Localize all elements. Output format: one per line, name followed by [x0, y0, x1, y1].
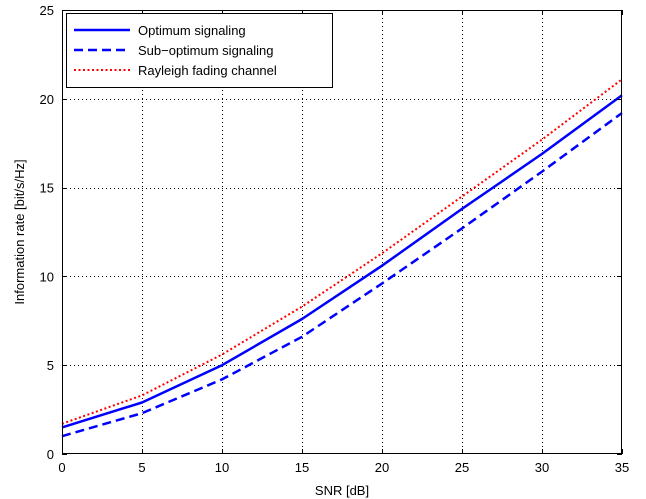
x-tick-label: 15 [295, 460, 309, 475]
series-group [61, 78, 623, 438]
x-tick-label: 20 [375, 460, 389, 475]
x-tick-label: 25 [455, 460, 469, 475]
x-tick-labels: 0 5 10 15 20 25 30 35 [58, 460, 629, 475]
series-line-optimum [61, 94, 623, 429]
grid-lines [62, 10, 622, 454]
x-tick-label: 30 [535, 460, 549, 475]
legend-label-sub-optimum: Sub−optimum signaling [138, 43, 274, 58]
x-tick-label: 10 [215, 460, 229, 475]
x-tick-label: 5 [138, 460, 145, 475]
y-tick-label: 5 [47, 358, 54, 373]
y-tick-label: 25 [40, 3, 54, 18]
series-line-sub-optimum [61, 111, 623, 438]
y-tick-labels: 0 5 10 15 20 25 [40, 3, 54, 462]
plot-frame [62, 10, 622, 454]
axis-ticks [62, 10, 623, 455]
y-tick-label: 10 [40, 269, 54, 284]
legend-label-rayleigh: Rayleigh fading channel [138, 63, 277, 78]
x-tick-label: 0 [58, 460, 65, 475]
y-tick-label: 0 [47, 447, 54, 462]
y-axis-label: Information rate [bit/s/Hz] [12, 159, 27, 304]
series-line-rayleigh [61, 78, 623, 425]
y-tick-label: 20 [40, 92, 54, 107]
x-tick-label: 35 [615, 460, 629, 475]
y-tick-label: 15 [40, 181, 54, 196]
legend-label-optimum: Optimum signaling [138, 23, 246, 38]
x-axis-label: SNR [dB] [315, 483, 369, 498]
legend: Optimum signaling Sub−optimum signaling … [66, 13, 333, 88]
